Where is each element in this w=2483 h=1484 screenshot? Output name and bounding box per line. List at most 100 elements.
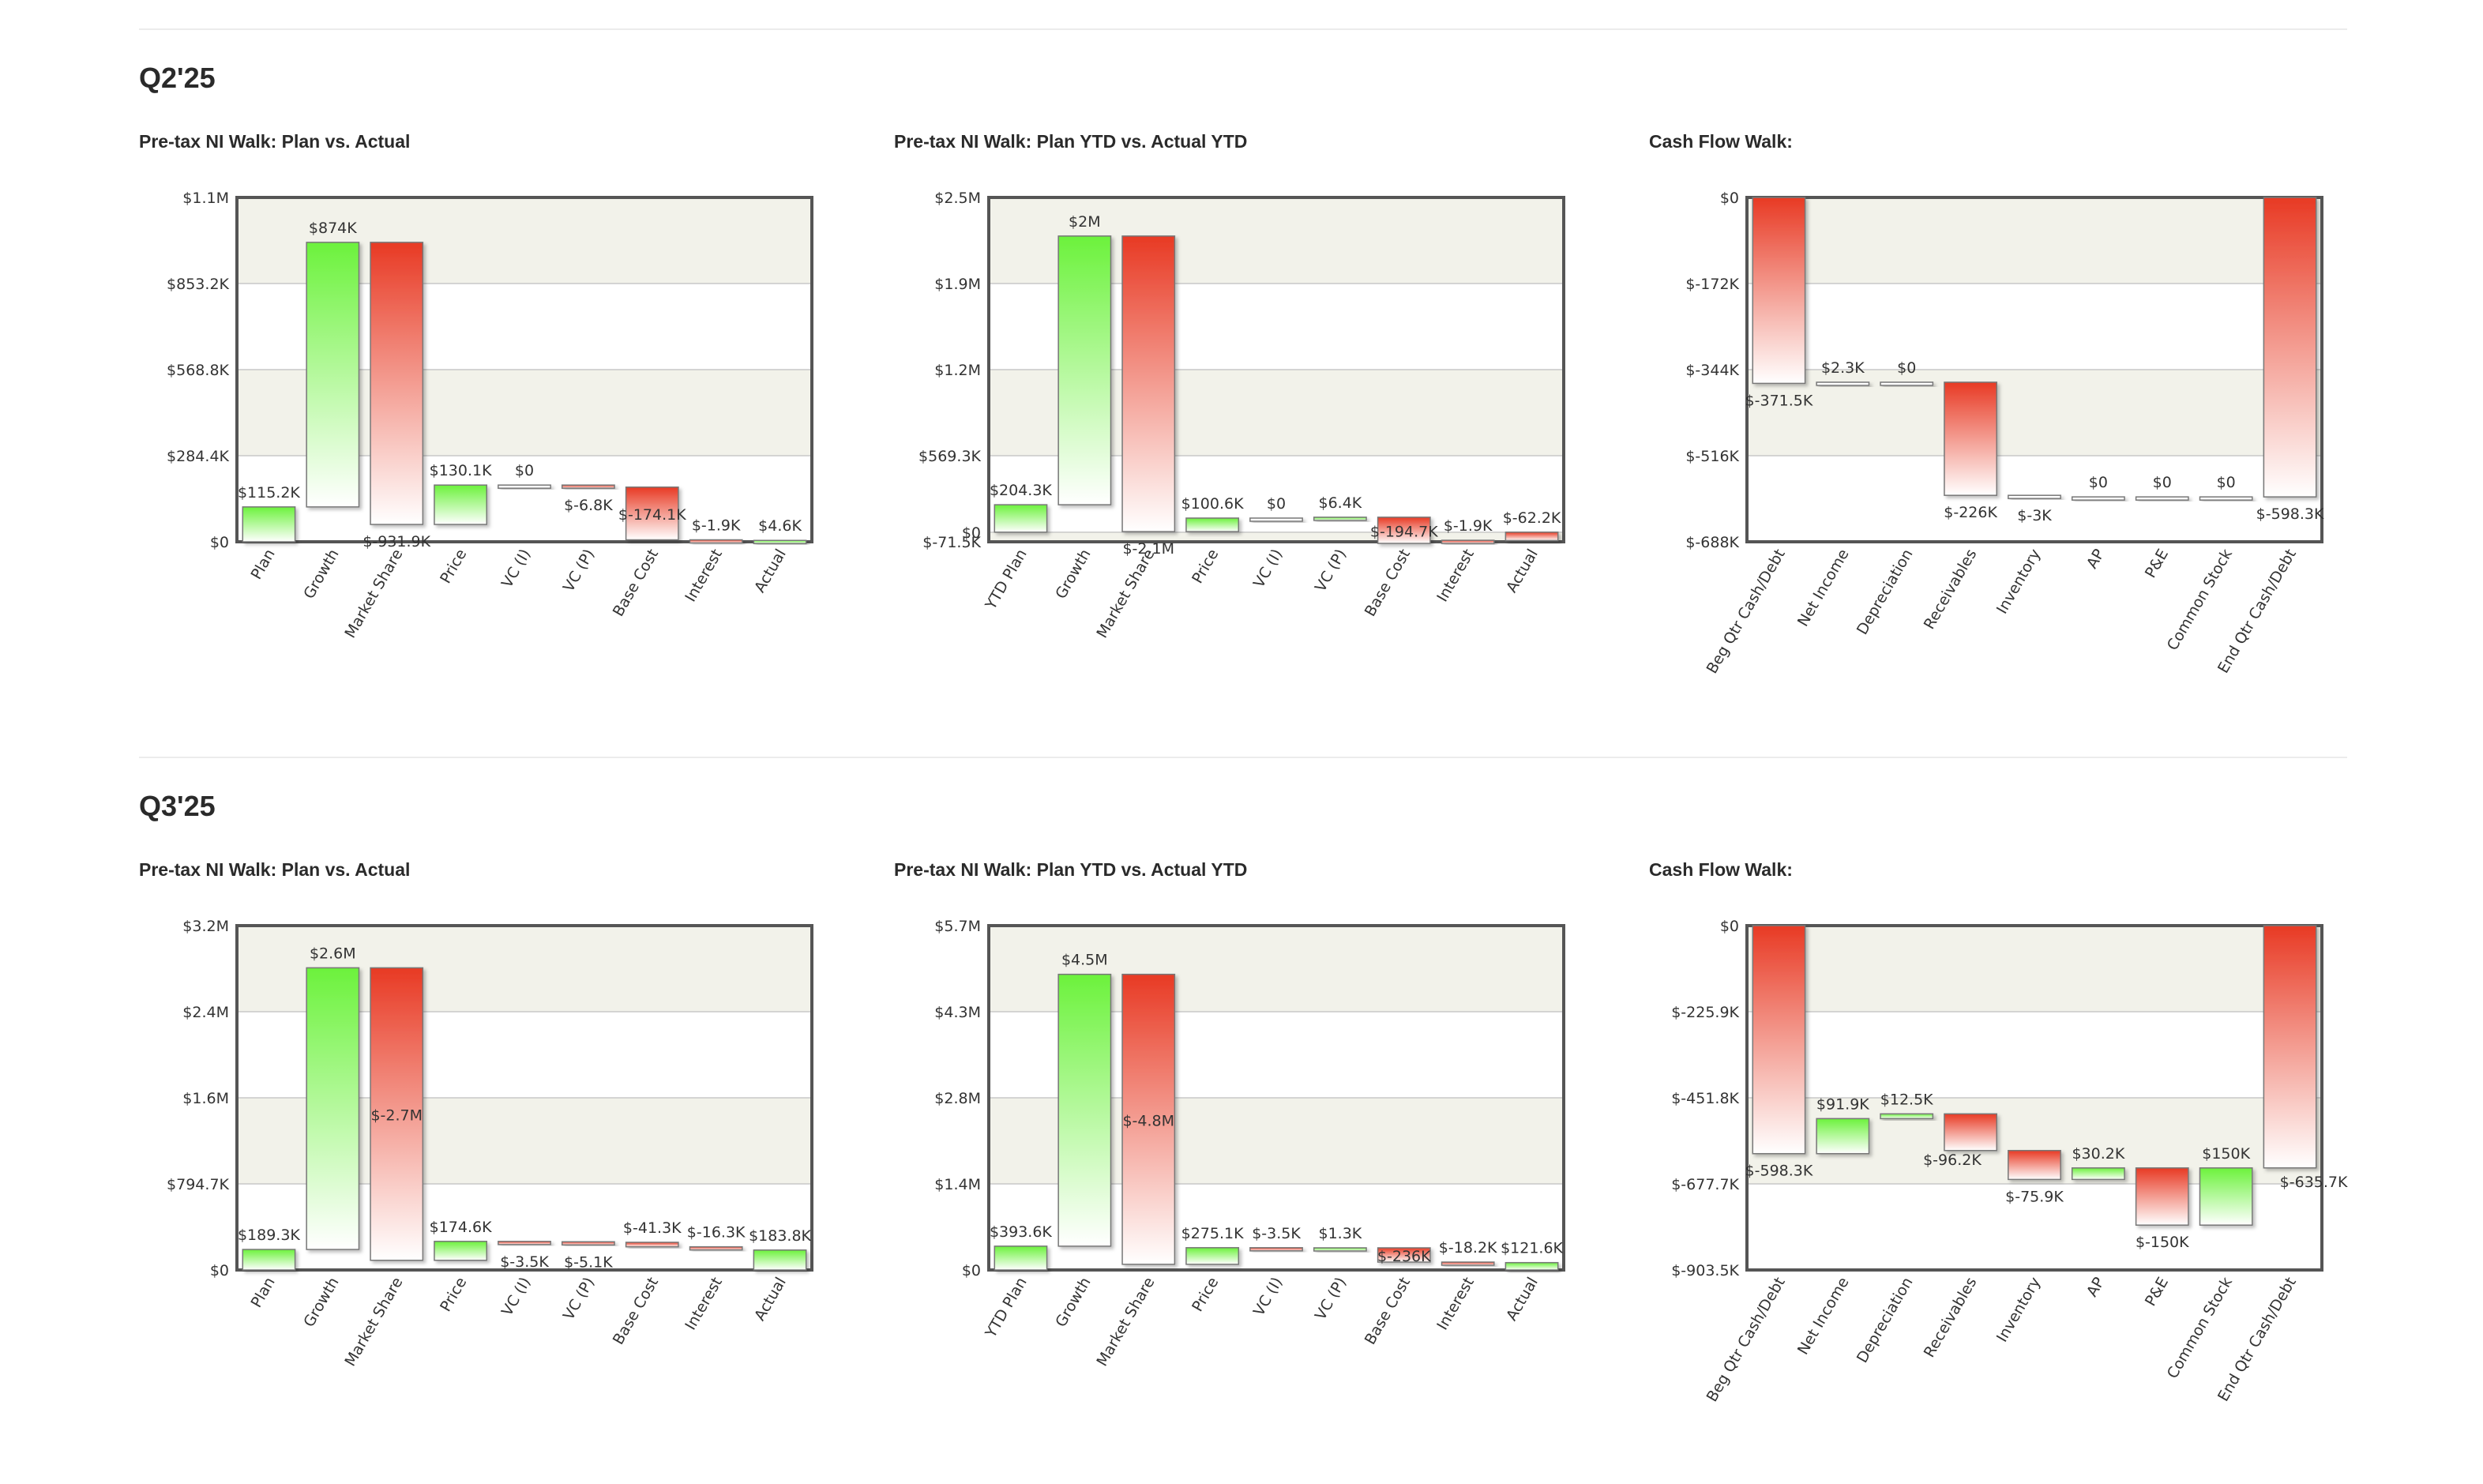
y-tick-label: $569.3K [918, 448, 981, 465]
data-label-vc-p: $1.3K [1319, 1225, 1362, 1242]
x-category-label: Base Cost [610, 547, 662, 620]
y-tick-label: $5.7M [934, 918, 981, 935]
data-label-actual: $183.8K [749, 1227, 811, 1245]
data-label-vc-i: $-3.5K [1252, 1225, 1301, 1242]
data-label-price: $275.1K [1181, 1225, 1244, 1242]
y-tick-label: $4.3M [934, 1004, 981, 1021]
x-category-label: Interest [1433, 547, 1478, 605]
chart-title-q3-plan-vs-actual: Pre-tax NI Walk: Plan vs. Actual [139, 859, 411, 880]
data-label-interest: $-16.3K [687, 1224, 746, 1242]
x-category-label: Net Income [1794, 547, 1853, 630]
chart-q3-ytd: $0 $1.4M $2.8M $4.3M $5.7M $393.6K YTD Plan $4.… [934, 918, 1565, 1369]
data-label-price: $100.6K [1181, 495, 1244, 513]
data-label-vc-p: $-5.1K [564, 1253, 613, 1271]
data-label-depreciation: $12.5K [1880, 1091, 1933, 1108]
x-category-label: Actual [751, 547, 790, 596]
data-label-vc-i: $0 [1267, 495, 1286, 513]
y-tick-label: $2.4M [182, 1004, 229, 1021]
x-category-label: Base Cost [1362, 1275, 1414, 1348]
bar-interest [1441, 1261, 1495, 1266]
bar-market-share [370, 967, 424, 1261]
data-label-net-income: $91.9K [1816, 1095, 1869, 1113]
bar-ytd-plan [994, 504, 1048, 533]
data-label-inventory: $-75.9K [2005, 1188, 2064, 1205]
data-label-price: $174.6K [430, 1219, 492, 1236]
bar-interest [689, 1245, 743, 1251]
data-label-ap: $0 [2089, 474, 2108, 491]
bar-beg-qtr-cash-debt [1752, 197, 1806, 385]
x-category-label: YTD Plan [982, 547, 1031, 614]
chart-q2-plan-vs-actual: $0 $284.4K $568.8K $853.2K $1.1M $115.2K Plan $… [167, 190, 813, 641]
bar-base-cost [1377, 517, 1431, 544]
x-category-label: AP [2083, 547, 2108, 572]
x-category-label: Net Income [1794, 1275, 1853, 1358]
y-tick-label: $1.4M [934, 1176, 981, 1193]
bar-base-cost [1377, 1247, 1431, 1263]
data-label-market-share: $-931.9K [362, 533, 430, 550]
x-category-label: Inventory [1993, 547, 2044, 618]
bar-interest [689, 539, 743, 544]
x-category-label: Depreciation [1854, 1275, 1917, 1366]
x-category-label: Market Share [341, 547, 406, 641]
x-category-label: Growth [300, 547, 342, 603]
y-tick-label: $0 [210, 1262, 229, 1279]
bar-beg-qtr-cash-debt [1752, 925, 1806, 1155]
plot-band [1747, 197, 2322, 284]
x-category-label: Market Share [1093, 547, 1158, 641]
bar-ap [2071, 496, 2125, 501]
data-label-receivables: $-96.2K [1923, 1152, 1982, 1169]
bar-inventory [2008, 494, 2061, 499]
data-label-actual: $4.6K [758, 517, 802, 535]
bar-net-income [1816, 1118, 1870, 1155]
bar-end-qtr-cash-debt [2263, 197, 2317, 498]
data-label-growth: $2M [1069, 213, 1101, 231]
data-label-growth: $2.6M [310, 945, 356, 962]
x-category-label: Growth [300, 1275, 342, 1331]
bar-plan [242, 506, 296, 543]
bar-receivables [1944, 1113, 1998, 1152]
data-label-receivables: $-226K [1944, 504, 1997, 521]
y-tick-label: $568.8K [167, 362, 229, 379]
x-category-label: Common Stock [2164, 547, 2236, 654]
bar-actual [753, 539, 807, 544]
bar-market-share [1121, 973, 1176, 1265]
y-tick-label: $-677.7K [1671, 1176, 1739, 1193]
plot-border [1745, 924, 2323, 1272]
y-tick-label: $3.2M [182, 918, 229, 935]
bar-price [434, 484, 488, 525]
data-label-beg-qtr-cash-debt: $-371.5K [1745, 392, 1813, 409]
x-category-label: Receivables [1921, 1275, 1981, 1361]
data-label-net-income: $2.3K [1821, 359, 1865, 377]
data-label-inventory: $-3K [2017, 507, 2052, 524]
y-tick-label: $-225.9K [1671, 1004, 1739, 1021]
bar-depreciation [1880, 381, 1934, 386]
x-category-label: Market Share [341, 1275, 406, 1369]
data-label-common-stock: $0 [2217, 474, 2236, 491]
x-category-label: Price [1189, 1275, 1222, 1315]
bar-common-stock [2199, 1167, 2253, 1226]
x-category-label: Depreciation [1854, 547, 1917, 638]
y-tick-label: $853.2K [167, 276, 229, 293]
x-category-label: Actual [751, 1275, 790, 1324]
y-tick-label: $284.4K [167, 448, 229, 465]
data-label-beg-qtr-cash-debt: $-598.3K [1745, 1163, 1813, 1180]
y-tick-label: $2.5M [934, 190, 981, 207]
chart-title-q2-plan-vs-actual: Pre-tax NI Walk: Plan vs. Actual [139, 131, 411, 152]
chart-title-q3-ytd: Pre-tax NI Walk: Plan YTD vs. Actual YTD [894, 859, 1248, 880]
data-label-market-share: $-4.8M [1122, 1112, 1174, 1129]
bar-vc-p [1313, 517, 1367, 521]
y-tick-label: $1.2M [934, 362, 981, 379]
y-tick-label: $2.8M [934, 1090, 981, 1107]
y-tick-label: $1.6M [182, 1090, 229, 1107]
data-label-base-cost: $-236K [1377, 1248, 1431, 1265]
plot-band [1747, 926, 2322, 1012]
x-category-label: Interest [1433, 1275, 1478, 1333]
y-tick-label: $0 [210, 534, 229, 551]
data-label-base-cost: $-41.3K [623, 1219, 682, 1237]
plot-border [235, 924, 813, 1272]
bar-ap [2071, 1167, 2125, 1181]
x-category-label: YTD Plan [982, 1275, 1031, 1342]
bar-plan [242, 1249, 296, 1271]
bar-vc-i [1249, 517, 1303, 522]
x-category-label: Price [437, 547, 470, 587]
